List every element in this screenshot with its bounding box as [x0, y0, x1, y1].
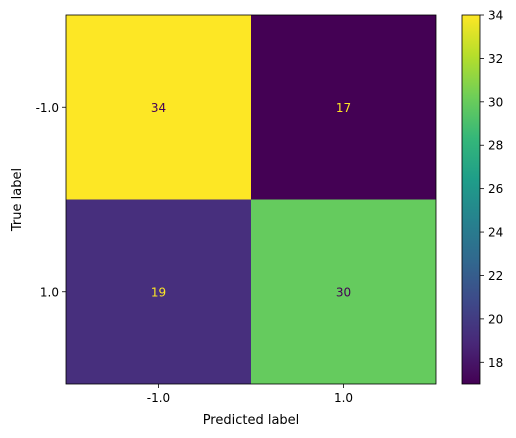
y-axis-label: True label [10, 168, 25, 232]
colorbar: 18 20 22 24 26 28 30 32 34 [461, 9, 503, 385]
colorbar-ticks: 18 20 22 24 26 28 30 32 34 [480, 9, 503, 370]
cell-value-label: 19 [151, 285, 166, 299]
x-tick-label: 1.0 [334, 391, 353, 405]
heatmap-cells [66, 15, 436, 384]
colorbar-tick-label: 22 [488, 269, 503, 283]
colorbar-tick-label: 34 [488, 9, 503, 23]
colorbar-tick-label: 32 [488, 52, 503, 66]
colorbar-tick-label: 26 [488, 182, 503, 196]
y-axis: -1.0 1.0 [36, 101, 66, 299]
y-tick-label: -1.0 [36, 101, 59, 115]
heatmap-cell [66, 199, 251, 384]
colorbar-tick-label: 28 [488, 139, 503, 153]
x-axis-label: Predicted label [203, 413, 300, 428]
x-tick-label: -1.0 [147, 391, 170, 405]
heatmap-cell [251, 15, 436, 200]
x-axis: -1.0 1.0 [147, 384, 353, 405]
plot-frame [65, 14, 437, 385]
colorbar-tick-label: 18 [488, 356, 503, 370]
heatmap-cell [251, 199, 436, 384]
heatmap-cell [66, 15, 251, 200]
colorbar-tick-label: 30 [488, 95, 503, 109]
cell-value-label: 34 [151, 101, 166, 115]
colorbar-gradient [461, 14, 481, 385]
y-tick-label: 1.0 [40, 285, 59, 299]
colorbar-tick-label: 24 [488, 226, 503, 240]
cell-value-label: 17 [336, 101, 351, 115]
colorbar-tick-label: 20 [488, 312, 503, 326]
heatmap-cell-labels: 34 17 19 30 [151, 101, 351, 300]
cell-value-label: 30 [336, 285, 351, 299]
